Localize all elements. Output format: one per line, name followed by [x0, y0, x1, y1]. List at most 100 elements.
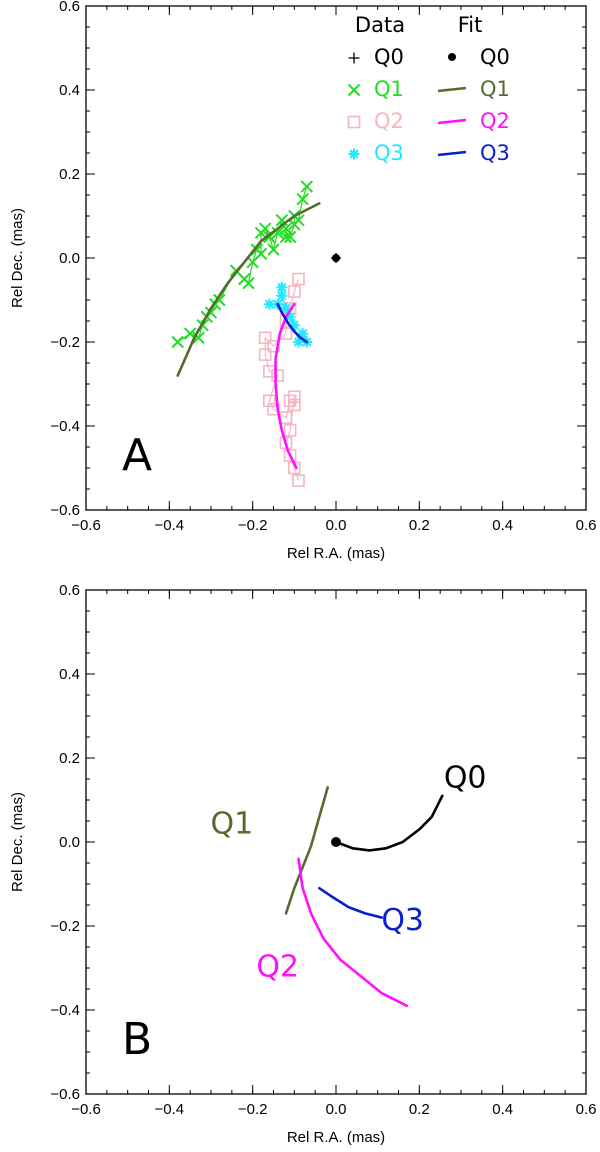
legend-marker-data: [347, 83, 361, 97]
y-axis-label: Rel Dec. (mas): [9, 208, 26, 308]
curve-q1: [284, 786, 330, 915]
fit-curve: [276, 302, 309, 344]
data-point: [332, 254, 340, 262]
data-point: [242, 276, 255, 290]
data-point: [254, 247, 268, 261]
y-tick-label: 0.6: [59, 0, 80, 15]
x-tick-label: −0.6: [71, 1101, 101, 1118]
data-point: [283, 230, 297, 244]
x-axis-label: Rel R.A. (mas): [287, 1129, 385, 1146]
y-tick-label: 0.6: [59, 582, 80, 599]
legend-label-data: Q2: [374, 109, 404, 133]
data-point: [171, 335, 184, 349]
origin-dot: [331, 837, 341, 847]
series-q0-fit: [332, 254, 340, 262]
data-point: [292, 272, 305, 286]
curve-label-q3: Q3: [381, 903, 424, 938]
x-tick-label: 0.0: [326, 517, 347, 534]
x-tick-label: 0.4: [492, 517, 513, 534]
legend-marker-fit: [437, 86, 467, 93]
x-tick-label: −0.2: [238, 517, 268, 534]
legend-label-fit: Q0: [480, 45, 510, 69]
data-point: [280, 302, 292, 314]
fit-curve: [274, 302, 298, 470]
x-tick-label: −0.4: [155, 517, 185, 534]
data-point: [296, 192, 309, 206]
y-tick-label: −0.4: [50, 418, 80, 435]
legend-header-fit: Fit: [458, 13, 483, 37]
series-q3-fit: [276, 302, 309, 344]
curve-q2: [297, 857, 409, 1008]
data-point: [283, 394, 297, 408]
x-tick-label: 0.0: [326, 1101, 347, 1118]
y-tick-label: −0.6: [50, 502, 80, 519]
data-point: [288, 390, 301, 403]
legend-label-fit: Q1: [480, 77, 510, 101]
data-point: [258, 331, 272, 345]
legend-marker-data: [348, 148, 360, 160]
data-point: [292, 474, 305, 487]
curve-label-q0: Q0: [444, 760, 487, 795]
y-tick-label: 0.0: [59, 834, 80, 851]
data-connector: [264, 278, 300, 481]
data-point: [283, 449, 297, 462]
legend-marker-fit: [437, 118, 467, 125]
panel-letter: A: [122, 430, 152, 481]
y-tick-label: −0.2: [50, 334, 80, 351]
curve-q3: [317, 886, 384, 919]
x-tick-label: 0.2: [409, 1101, 430, 1118]
data-point: [300, 180, 314, 193]
data-point: [263, 298, 275, 310]
data-point: [192, 331, 205, 345]
y-tick-label: −0.4: [50, 1002, 80, 1019]
panel-letter: B: [122, 1014, 152, 1065]
x-tick-label: 0.4: [492, 1101, 513, 1118]
data-point: [258, 348, 272, 361]
data-point: [258, 222, 272, 235]
y-tick-label: 0.0: [59, 250, 80, 267]
series-q1-fit: [176, 202, 321, 377]
data-point: [276, 281, 288, 293]
y-tick-label: 0.2: [59, 166, 80, 183]
curve-label-q2: Q2: [256, 949, 299, 984]
curve-q0: [334, 794, 444, 852]
legend-label-fit: Q3: [480, 141, 510, 165]
data-point: [288, 398, 301, 412]
y-tick-label: 0.4: [59, 82, 80, 99]
series-q2-fit: [274, 302, 298, 470]
data-point: [297, 328, 309, 340]
data-point: [284, 311, 296, 323]
legend-marker-data: [347, 115, 361, 129]
data-point: [293, 336, 304, 348]
legend-marker-data: [348, 52, 360, 64]
legend-label-data: Q1: [374, 77, 404, 101]
y-tick-label: −0.2: [50, 918, 80, 935]
x-tick-label: 0.6: [576, 1101, 597, 1118]
legend-label-data: Q3: [374, 141, 404, 165]
data-point: [276, 290, 288, 302]
data-point: [283, 423, 297, 437]
legend-marker-fit: [437, 150, 467, 157]
x-tick-label: 0.2: [409, 517, 430, 534]
x-tick-label: −0.2: [238, 1101, 268, 1118]
legend: Data Fit Q0 Q0 Q1 Q1 Q2 Q2 Q3 Q3: [347, 13, 510, 165]
x-tick-label: −0.6: [71, 517, 101, 534]
panel-a: −0.6−0.6 −0.4 −0.4 −0.2 −0.2 0.0 0.0 0.2 0.2 0.4 0…: [9, 0, 596, 562]
data-point: [279, 230, 293, 244]
curve-label-q1: Q1: [210, 807, 253, 842]
x-axis-label: Rel R.A. (mas): [287, 545, 385, 562]
y-tick-label: 0.4: [59, 666, 80, 683]
legend-marker-fit: [448, 53, 456, 61]
y-axis-label: Rel Dec. (mas): [9, 792, 26, 892]
legend-label-fit: Q2: [480, 109, 510, 133]
x-tick-label: 0.6: [576, 517, 597, 534]
y-tick-label: −0.6: [50, 1086, 80, 1103]
data-point: [271, 369, 284, 382]
data-point: [288, 285, 301, 298]
data-point: [288, 319, 300, 331]
legend-label-data: Q0: [374, 45, 404, 69]
data-point: [267, 243, 280, 256]
legend-header-data: Data: [355, 13, 405, 37]
fit-curve: [176, 202, 321, 377]
x-tick-label: −0.4: [155, 1101, 185, 1118]
